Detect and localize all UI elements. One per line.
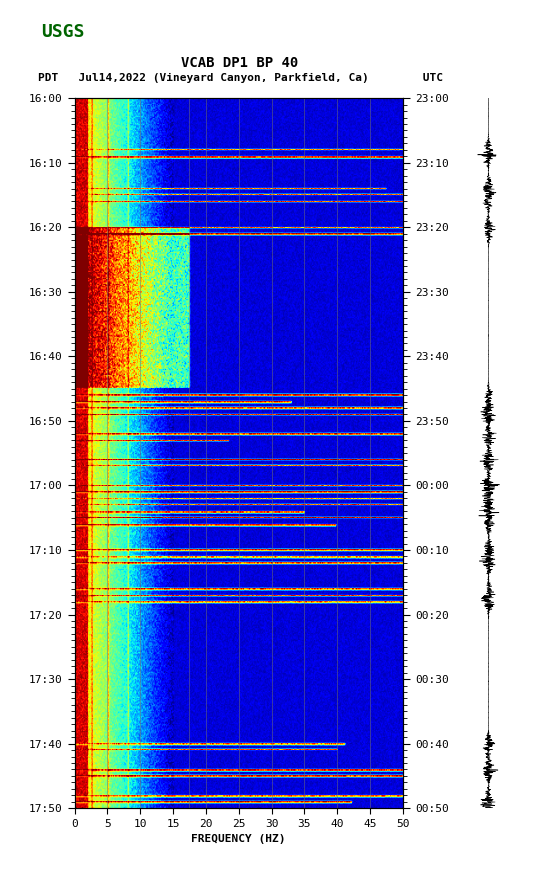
Text: USGS: USGS [41, 23, 85, 41]
Text: VCAB DP1 BP 40: VCAB DP1 BP 40 [182, 55, 299, 70]
Text: PDT   Jul14,2022 (Vineyard Canyon, Parkfield, Ca)        UTC: PDT Jul14,2022 (Vineyard Canyon, Parkfie… [38, 72, 443, 83]
X-axis label: FREQUENCY (HZ): FREQUENCY (HZ) [192, 834, 286, 844]
